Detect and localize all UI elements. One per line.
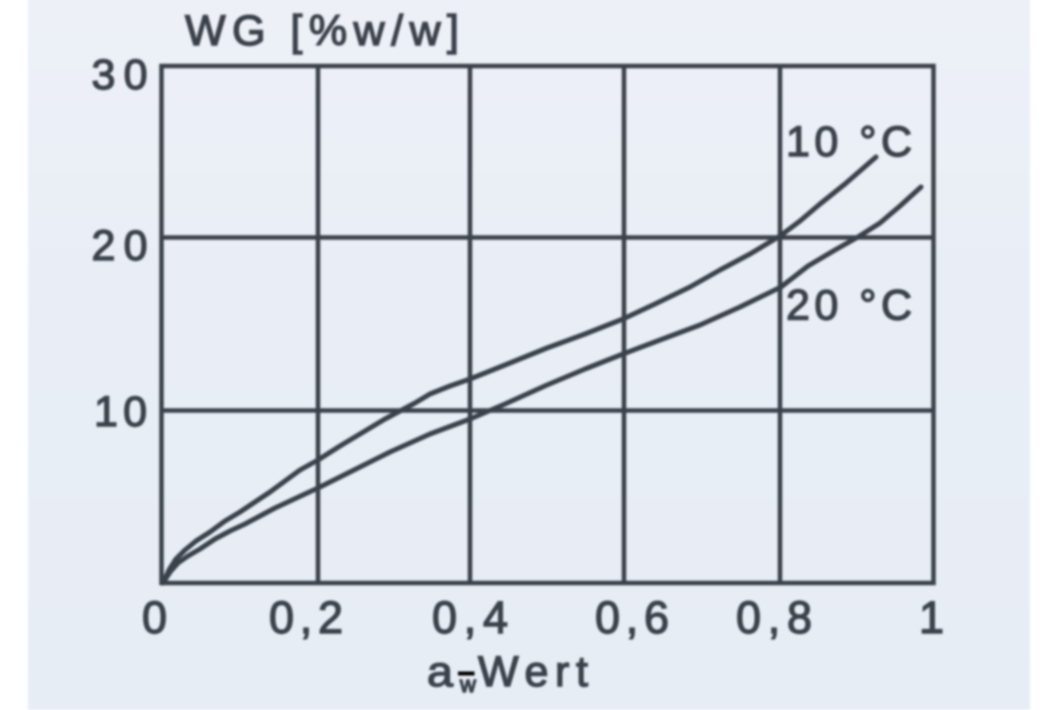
svg-text:30: 30 — [92, 51, 148, 99]
svg-text:10: 10 — [94, 388, 147, 436]
svg-text:10 °C: 10 °C — [786, 118, 912, 166]
svg-text:WG [%w/w]: WG [%w/w] — [185, 7, 459, 55]
svg-text:w: w — [459, 672, 476, 697]
svg-text:a: a — [427, 648, 453, 696]
svg-text:20: 20 — [92, 222, 148, 270]
svg-text:1: 1 — [919, 592, 944, 643]
svg-text:0: 0 — [142, 592, 167, 643]
svg-text:0,8: 0,8 — [736, 592, 812, 643]
svg-text:0,2: 0,2 — [269, 592, 343, 643]
svg-text:0,4: 0,4 — [432, 592, 508, 643]
svg-text:Wert: Wert — [478, 648, 588, 696]
svg-text:20 °C: 20 °C — [786, 282, 912, 330]
svg-text:0,6: 0,6 — [595, 592, 669, 643]
